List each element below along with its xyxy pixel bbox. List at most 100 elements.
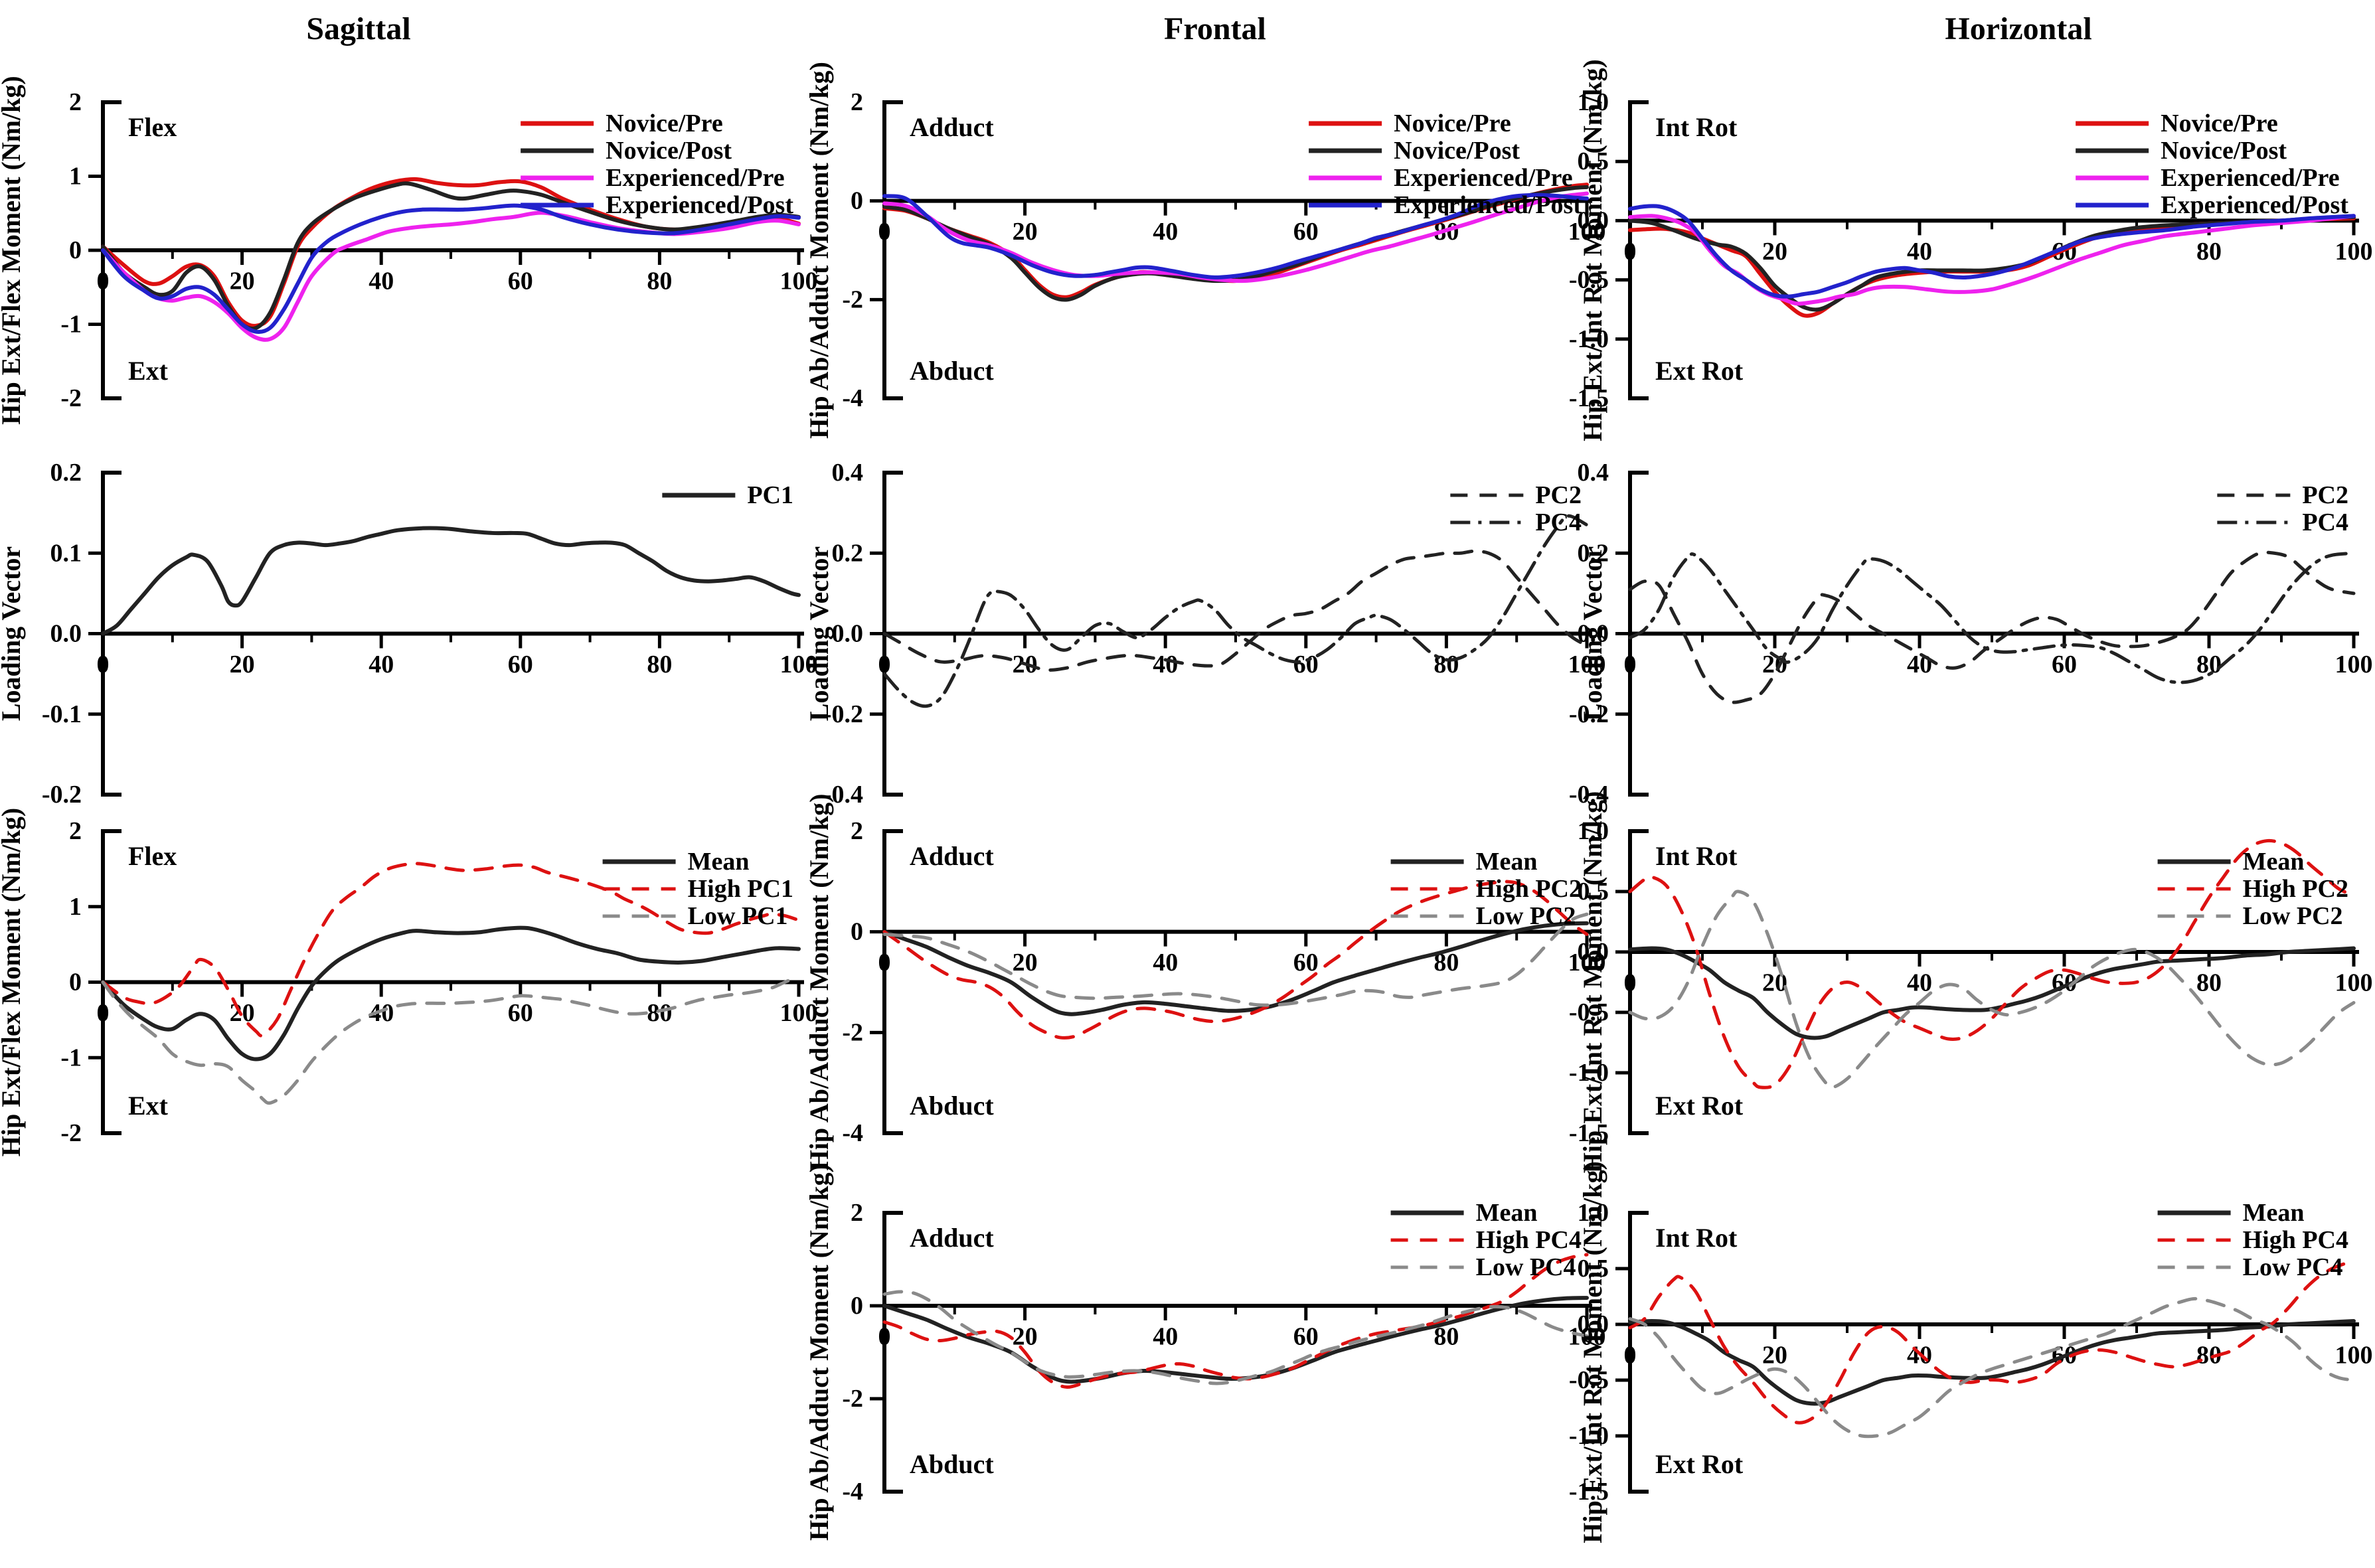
y-tick-label: 0.4 [832, 459, 864, 487]
y-tick-label: -0.5 [1569, 1366, 1609, 1394]
y-tick-label: 0.2 [1578, 539, 1609, 567]
annotation-top: Adduct [910, 841, 994, 871]
y-tick-label: 0.0 [1578, 620, 1609, 648]
y-tick-label: 0.2 [832, 539, 864, 567]
legend-label-novice-pre: Novice/Pre [1394, 110, 1511, 137]
y-tick-label: -0.2 [1569, 700, 1609, 728]
series-pc4 [882, 514, 1589, 708]
y-tick-label: -0.2 [42, 781, 82, 809]
annotation-bottom: Ext [128, 356, 169, 386]
x-tick-label: 40 [1153, 1322, 1178, 1350]
x-tick-label: 80 [1433, 651, 1459, 678]
x-tick-label: 20 [1762, 1341, 1787, 1369]
x-tick-label: 20 [1013, 218, 1038, 246]
legend-label-experienced-pre: Experienced/Pre [1394, 164, 1572, 192]
y-axis-label: Loading Vector [804, 546, 834, 721]
series-experienced-post [1628, 204, 2356, 299]
y-axis-label: Hip Ab/Adduct Moment (Nm/kg) [804, 62, 834, 439]
y-axis-label: Hip Ext/Flex Moment (Nm/kg) [0, 76, 26, 425]
x-tick-label: 0 [1624, 1341, 1637, 1369]
y-tick-label: 0 [851, 918, 863, 946]
x-tick-label: 80 [2196, 969, 2222, 996]
legend-label-low-pc1: Low PC1 [688, 902, 788, 930]
y-tick-label: 0.0 [1578, 206, 1609, 234]
x-tick-label: 80 [647, 651, 672, 678]
y-tick-label: -1.5 [1569, 1119, 1609, 1147]
y-tick-label: -4 [842, 1119, 863, 1147]
x-tick-label: 20 [230, 267, 255, 295]
legend-label-low-pc2: Low PC2 [1476, 902, 1576, 930]
legend-label-novice-post: Novice/Post [1394, 137, 1520, 165]
series-pc1 [101, 526, 801, 636]
y-tick-label: 0.4 [1578, 459, 1609, 487]
y-axis-label: Hip Ext/Int Rot Moment (Nm/kg) [1578, 1161, 1607, 1543]
annotation-bottom: Ext [128, 1091, 169, 1121]
series-low-pc4 [882, 1290, 1589, 1385]
series-high-pc4 [882, 1253, 1589, 1389]
y-tick-label: -2 [842, 285, 863, 313]
series-novice-post [1628, 215, 2356, 312]
annotation-bottom: Ext Rot [1655, 1091, 1744, 1121]
annotation-top: Adduct [910, 112, 994, 142]
annotation-bottom: Ext Rot [1655, 356, 1744, 386]
legend-label-novice-pre: Novice/Pre [606, 110, 723, 137]
annotation-top: Flex [128, 841, 177, 871]
legend-label-pc1: PC1 [747, 481, 793, 509]
x-tick-label: 20 [1013, 949, 1038, 977]
legend-label-experienced-post: Experienced/Post [1394, 191, 1582, 219]
y-tick-label: -0.5 [1569, 266, 1609, 294]
legend-label-low-pc4: Low PC4 [2243, 1253, 2343, 1281]
y-tick-label: 0.0 [832, 620, 864, 648]
legend-label-experienced-post: Experienced/Post [606, 191, 793, 219]
series-low-pc2 [1628, 890, 2356, 1089]
x-tick-label: 60 [508, 651, 533, 678]
x-tick-label: 100 [1568, 949, 1606, 977]
y-tick-label: -2 [60, 1119, 82, 1147]
x-tick-label: 100 [2335, 969, 2373, 996]
column-title-frontal: Frontal [1164, 11, 1266, 46]
y-tick-label: -4 [842, 384, 863, 412]
legend-label-novice-pre: Novice/Pre [2161, 110, 2278, 137]
column-title-sagittal: Sagittal [306, 11, 411, 46]
y-tick-label: -0.1 [42, 700, 82, 728]
y-axis-label: Hip Ext/Int Rot Moment (Nm/kg) [1578, 791, 1607, 1174]
legend-label-mean: Mean [688, 848, 750, 876]
annotation-top: Int Rot [1655, 841, 1738, 871]
x-tick-label: 100 [1568, 218, 1606, 246]
y-tick-label: 2 [69, 88, 82, 116]
x-tick-label: 20 [1762, 969, 1787, 996]
y-tick-label: -2 [60, 384, 82, 412]
y-tick-label: 0.0 [1578, 1310, 1609, 1338]
y-tick-label: 1.0 [1578, 88, 1609, 116]
x-tick-label: 60 [1293, 651, 1319, 678]
x-tick-label: 0 [1624, 238, 1637, 266]
series-experienced-post [882, 193, 1589, 279]
annotation-top: Flex [128, 112, 177, 142]
legend-label-high-pc4: High PC4 [2243, 1226, 2348, 1254]
series-high-pc2 [1628, 838, 2356, 1089]
x-tick-label: 60 [1293, 1322, 1319, 1350]
x-tick-label: 40 [1907, 651, 1932, 678]
x-tick-label: 0 [878, 949, 891, 977]
y-tick-label: -0.4 [823, 781, 863, 809]
y-tick-label: -1 [60, 311, 82, 339]
x-tick-label: 40 [369, 651, 394, 678]
y-tick-label: 0.5 [1578, 878, 1609, 905]
y-tick-label: -1.0 [1569, 1059, 1609, 1087]
x-tick-label: 0 [97, 999, 110, 1027]
series-experienced-pre [882, 191, 1589, 283]
y-tick-label: 2 [69, 817, 82, 845]
y-tick-label: 1.0 [1578, 817, 1609, 845]
series-pc4 [1628, 551, 2356, 684]
x-tick-label: 0 [97, 267, 110, 295]
y-tick-label: 1.0 [1578, 1199, 1609, 1227]
series-pc2 [1628, 550, 2356, 704]
y-tick-label: -1.5 [1569, 384, 1609, 412]
